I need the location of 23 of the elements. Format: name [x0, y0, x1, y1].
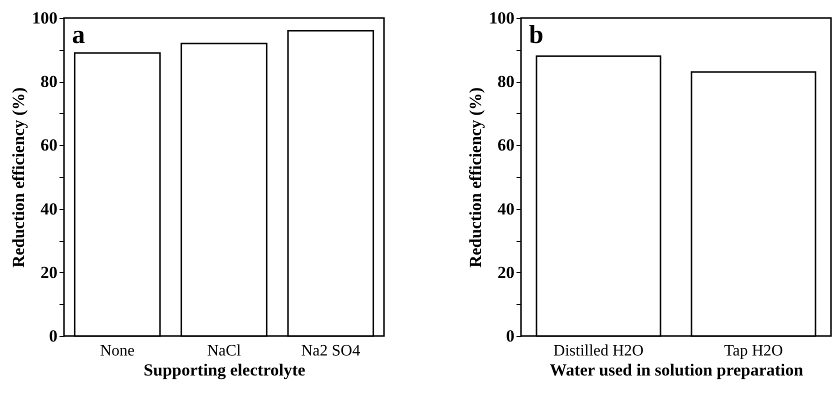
- x-tick-label: NaCl: [207, 342, 242, 360]
- y-axis-title: Reduction efficiency (%): [9, 87, 28, 268]
- x-tick-label: Distilled H2O: [553, 342, 644, 360]
- annotation: b: [529, 20, 544, 49]
- y-tick-label: 100: [489, 8, 514, 28]
- annotation: a: [72, 20, 85, 49]
- y-axis-title: Reduction efficiency (%): [466, 87, 485, 268]
- y-tick-label: 0: [49, 326, 58, 346]
- x-axis-title: Water used in solution preparation: [550, 360, 804, 380]
- y-tick-label: 100: [32, 8, 58, 28]
- y-tick-label: 20: [40, 262, 58, 282]
- y-tick-label: 0: [506, 326, 514, 346]
- y-tick-label: 40: [40, 199, 58, 218]
- y-tick-label: 80: [40, 72, 58, 92]
- y-tick-label: 80: [498, 72, 514, 92]
- x-axis-title: Supporting electrolyte: [144, 360, 306, 380]
- y-tick-label: 20: [498, 262, 514, 282]
- x-tick-label: Na2 SO4: [301, 342, 360, 360]
- y-tick-label: 60: [40, 136, 58, 155]
- y-tick-label: 60: [498, 136, 514, 155]
- x-tick-label: Tap H2O: [724, 342, 783, 360]
- x-tick-label: None: [100, 342, 135, 360]
- y-tick-label: 40: [498, 199, 514, 218]
